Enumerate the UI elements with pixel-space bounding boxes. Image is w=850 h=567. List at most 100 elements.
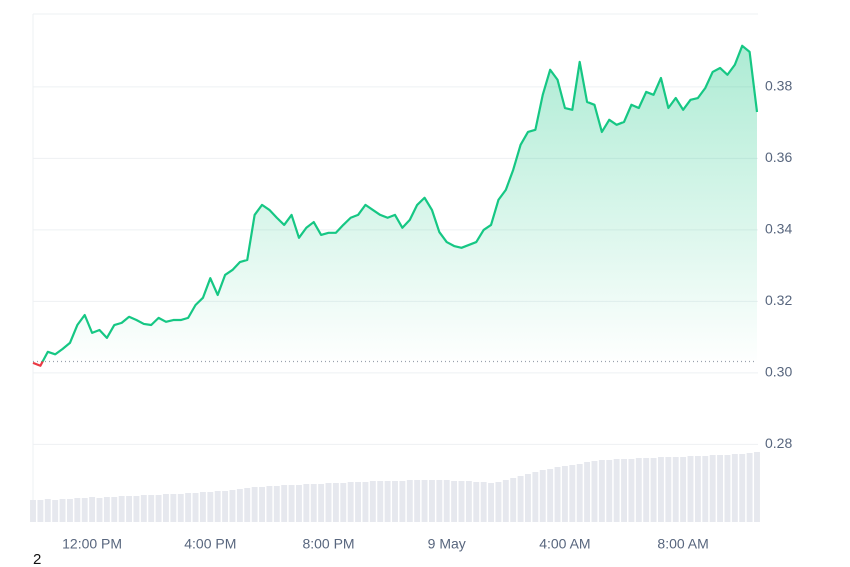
volume-bar bbox=[66, 499, 73, 522]
volume-bar bbox=[532, 472, 539, 522]
volume-bar bbox=[59, 499, 66, 522]
volume-bar bbox=[473, 482, 480, 522]
volume-bar bbox=[428, 480, 435, 522]
price-line bbox=[32, 44, 759, 367]
x-tick-label: 4:00 PM bbox=[184, 536, 236, 552]
volume-bar bbox=[163, 494, 169, 522]
volume-bar bbox=[539, 470, 546, 522]
volume-bar bbox=[192, 493, 199, 522]
volume-bar bbox=[658, 457, 664, 522]
volume-bar bbox=[643, 458, 650, 522]
volume-bar bbox=[369, 481, 376, 522]
volume-bar bbox=[251, 487, 258, 522]
volume-bar bbox=[650, 458, 657, 522]
y-tick-label: 0.38 bbox=[765, 78, 792, 94]
volume-bar bbox=[140, 495, 147, 522]
volume-bar bbox=[591, 461, 598, 522]
volume-bar bbox=[517, 476, 524, 522]
volume-bar bbox=[377, 481, 384, 522]
volume-bar bbox=[281, 485, 288, 522]
price-area bbox=[33, 45, 757, 366]
volume-bar bbox=[436, 480, 443, 522]
volume-bar bbox=[731, 454, 738, 522]
volume-bar bbox=[480, 482, 487, 522]
volume-bar bbox=[199, 492, 206, 522]
volume-bar bbox=[451, 481, 458, 522]
volume-bar bbox=[81, 498, 88, 522]
y-tick-label: 0.28 bbox=[765, 435, 792, 451]
x-tick-label: 9 May bbox=[428, 536, 466, 552]
volume-bar bbox=[266, 486, 273, 522]
volume-bar bbox=[569, 465, 576, 522]
volume-bar bbox=[126, 496, 132, 522]
x-tick-label: 4:00 AM bbox=[539, 536, 590, 552]
volume-bar bbox=[89, 497, 96, 522]
volume-bar bbox=[155, 495, 162, 522]
volume-bar bbox=[606, 460, 613, 522]
y-tick-label: 0.30 bbox=[765, 364, 792, 380]
volume-bar bbox=[702, 456, 709, 522]
volume-bar bbox=[340, 483, 347, 522]
volume-bar bbox=[547, 469, 554, 522]
volume-bar bbox=[103, 497, 110, 522]
volume-bar bbox=[739, 454, 746, 522]
volume-bar bbox=[296, 485, 302, 522]
volume-bar bbox=[561, 466, 568, 522]
volume-bar bbox=[495, 482, 502, 522]
volume-bar bbox=[74, 498, 81, 522]
volume-bar bbox=[111, 497, 118, 522]
volume-bar bbox=[170, 494, 177, 522]
volume-bar bbox=[332, 483, 339, 522]
volume-bar bbox=[421, 480, 428, 522]
volume-bar bbox=[273, 486, 280, 522]
volume-bar bbox=[414, 480, 421, 522]
y-tick-label: 0.36 bbox=[765, 149, 792, 165]
volume-bar bbox=[362, 482, 369, 522]
volume-bar bbox=[222, 491, 229, 522]
volume-bar bbox=[584, 462, 591, 522]
y-tick-label: 0.34 bbox=[765, 221, 792, 237]
volume-bar bbox=[392, 481, 398, 522]
volume-bar bbox=[754, 452, 760, 522]
volume-bar bbox=[347, 482, 354, 522]
volume-bar bbox=[488, 483, 494, 522]
volume-bar bbox=[665, 457, 672, 522]
volume-bar bbox=[118, 496, 125, 522]
volume-bar bbox=[598, 460, 605, 522]
volume-bar bbox=[613, 459, 620, 522]
volume-bar bbox=[458, 481, 465, 522]
volume-bar bbox=[303, 484, 310, 522]
volume-bar bbox=[709, 455, 716, 522]
volume-bar bbox=[384, 481, 391, 522]
volume-bar bbox=[310, 484, 317, 522]
volume-bar bbox=[133, 496, 140, 522]
volume-bar bbox=[52, 500, 59, 522]
volume-bar bbox=[525, 474, 531, 522]
volume-bar bbox=[288, 485, 295, 522]
volume-bar bbox=[236, 489, 243, 522]
volume-bar bbox=[717, 455, 724, 522]
volume-bar bbox=[44, 499, 51, 522]
volume-bar bbox=[635, 458, 642, 522]
volume-bar bbox=[229, 490, 236, 522]
volume-bar bbox=[185, 493, 192, 522]
volume-bar bbox=[244, 488, 251, 522]
volume-bar bbox=[406, 480, 413, 522]
volume-bar bbox=[510, 478, 517, 522]
volume-bar bbox=[680, 457, 687, 522]
volume-bar bbox=[148, 495, 155, 522]
volume-bar bbox=[259, 487, 265, 522]
volume-bar bbox=[30, 500, 36, 522]
volume-bar bbox=[628, 459, 635, 522]
volume-bar bbox=[214, 491, 221, 522]
x-tick-label: 8:00 AM bbox=[657, 536, 708, 552]
volume-bar bbox=[318, 484, 325, 522]
volume-bar bbox=[37, 500, 44, 522]
volume-bar bbox=[502, 480, 509, 522]
volume-bar bbox=[672, 457, 679, 522]
x-tick-label: 8:00 PM bbox=[302, 536, 354, 552]
volume-bar bbox=[724, 455, 731, 522]
y-tick-label: 0.32 bbox=[765, 292, 792, 308]
volume-bar bbox=[687, 456, 694, 522]
